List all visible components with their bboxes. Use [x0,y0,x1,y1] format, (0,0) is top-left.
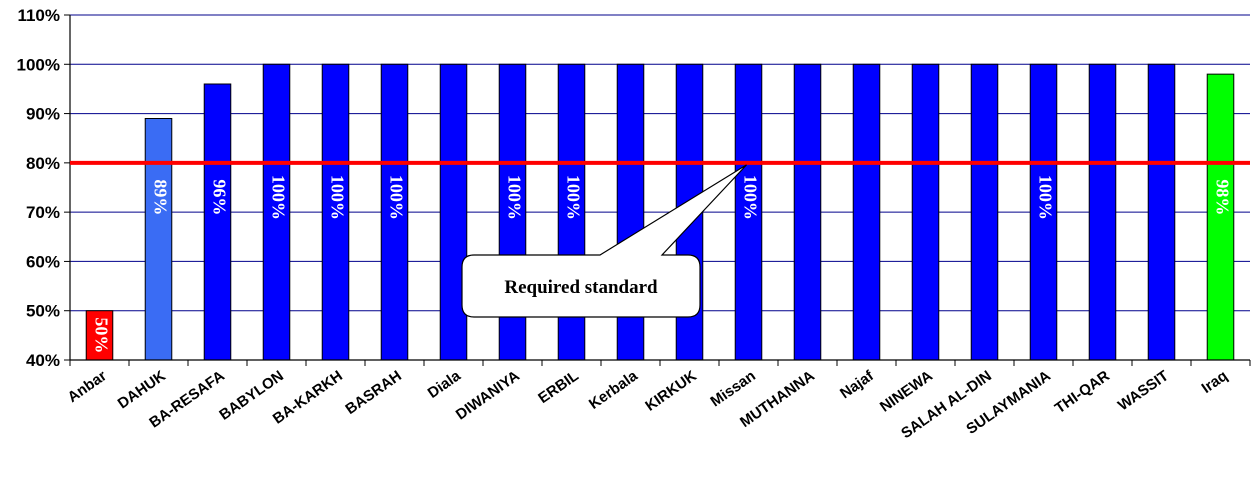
data-label: 96% [209,179,229,215]
y-tick-label: 60% [26,252,60,271]
x-tick-label: DIWANIYA [453,367,523,423]
callout-bubble [461,164,747,318]
x-tick-label: Kerbala [586,367,641,413]
data-label: 100% [1035,175,1055,220]
data-label: 100% [327,175,347,220]
bar-muthanna [793,63,822,361]
bar-diala [439,63,468,361]
x-tick-label: Iraq [1199,367,1231,397]
x-tick-label: ERBIL [535,367,582,407]
bar-iraq [1206,73,1235,361]
x-tick-label: KIRKUK [642,367,700,414]
data-label: 100% [740,175,760,220]
callout-text: Required standard [504,277,658,298]
bar-babylon [262,63,291,361]
data-label: 98% [1212,179,1232,215]
bar-najaf [852,63,881,361]
y-tick-label: 110% [17,6,60,25]
bar-anbar [85,310,114,361]
x-tick-label: DAHUK [115,367,169,412]
x-tick-label: BASRAH [342,367,404,418]
data-label: 89% [150,179,170,215]
y-axis-ticks: 40% 50% 60% 70% 80% 90% 100% 110% [17,6,70,370]
y-tick-label: 90% [26,105,60,124]
data-label: 100% [268,175,288,220]
y-tick-label: 80% [26,154,60,173]
x-axis-labels: Anbar DAHUKBA-RESAFABABYLONBA-KARKHBASRAH… [65,360,1251,442]
y-tick-label: 50% [26,302,60,321]
y-tick-label: 100% [17,55,60,74]
bar-dahuk [144,118,173,361]
x-tick-label: THI-QAR [1052,367,1113,417]
bar-ba-resafa [203,83,232,361]
x-tick-label: Anbar [65,367,110,406]
bar-ninewa [911,63,940,361]
data-label: 100% [563,175,583,220]
x-tick-label: Missan [707,367,758,410]
x-tick-label: Diala [425,367,465,402]
bar-salah-al-din [970,63,999,361]
bar-sulaymania [1029,63,1058,361]
x-tick-label: WASSIT [1115,367,1172,414]
data-labels: 50% 89% 96% 100% 100% 100% 100% 100% 100% 100% 98% [91,175,1232,354]
data-label: 50% [91,317,111,353]
y-tick-label: 40% [26,351,60,370]
bar-missan [734,63,763,361]
data-label: 100% [504,175,524,220]
data-label: 100% [386,175,406,220]
callout: Required standard [461,164,747,318]
x-tick-label: Najaf [837,367,878,403]
bar-wassit [1147,63,1176,361]
bar-thi-qar [1088,63,1117,361]
y-tick-label: 70% [26,203,60,222]
